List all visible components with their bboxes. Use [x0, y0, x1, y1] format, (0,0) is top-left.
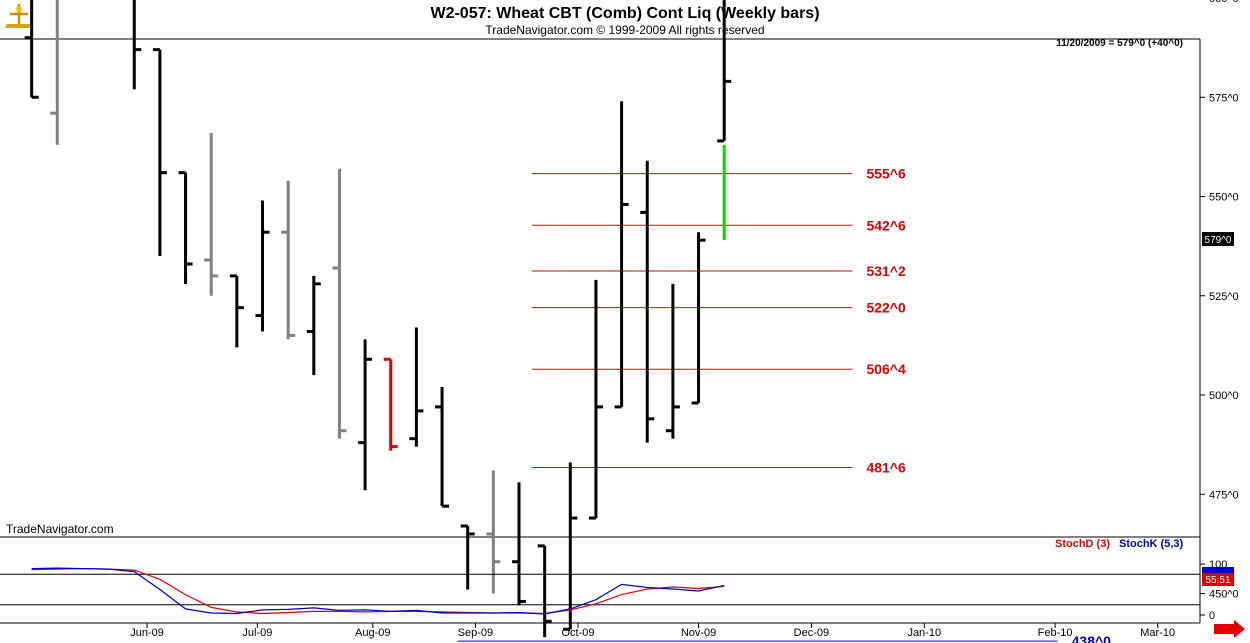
level-label: 531^2 — [866, 263, 906, 279]
y-tick-label: 475^0 — [1209, 489, 1239, 501]
level-label: 506^4 — [866, 361, 906, 377]
x-tick-label: Jul-09 — [242, 627, 272, 639]
level-label: 542^6 — [866, 217, 906, 233]
x-tick-label: Sep-09 — [458, 627, 493, 639]
y-tick-label: 575^0 — [1209, 92, 1239, 104]
scroll-right-arrow-icon[interactable] — [1214, 620, 1245, 638]
x-tick-label: Mar-10 — [1140, 627, 1175, 639]
x-tick-label: Dec-09 — [794, 627, 829, 639]
x-tick-label: Oct-09 — [561, 627, 594, 639]
y-tick-label: 525^0 — [1209, 291, 1239, 303]
stoch-series-line — [31, 567, 725, 615]
y-tick-label: 450^0 — [1209, 589, 1239, 601]
x-tick-label: Feb-10 — [1038, 627, 1073, 639]
legend-stochd: StochD (3) — [1055, 538, 1110, 550]
stoch-last-value-label: 55.51 — [1205, 575, 1230, 586]
x-tick-label: Nov-09 — [681, 627, 716, 639]
last-price-tag: 579^0 — [1202, 232, 1234, 246]
y-tick-label: 600^0 — [1209, 0, 1239, 5]
level-label: 555^6 — [866, 166, 906, 182]
y-tick-label: 500^0 — [1209, 390, 1239, 402]
level-label: 438^0 — [1072, 633, 1112, 643]
legend-stochk: StochK (5,3) — [1119, 538, 1184, 550]
stoch-value-tag: 55.51 — [1202, 567, 1234, 586]
y-tick-label: 550^0 — [1209, 192, 1239, 204]
level-label: 522^0 — [866, 300, 906, 316]
stoch-series-line — [31, 567, 725, 615]
level-label: 481^6 — [866, 459, 906, 475]
chart-subtitle: TradeNavigator.com © 1999-2009 All right… — [485, 23, 764, 37]
watermark: TradeNavigator.com — [6, 522, 114, 536]
x-tick-label: Jan-10 — [907, 627, 941, 639]
x-tick-label: Jun-09 — [130, 627, 164, 639]
x-tick-label: Aug-09 — [355, 627, 390, 639]
chart-title: W2-057: Wheat CBT (Comb) Cont Liq (Weekl… — [430, 5, 819, 22]
last-quote-readout: 11/20/2009 = 579^0 (+40^0) — [1056, 38, 1183, 49]
stoch-tick-label: 0 — [1209, 610, 1215, 622]
last-price-label: 579^0 — [1205, 235, 1232, 246]
